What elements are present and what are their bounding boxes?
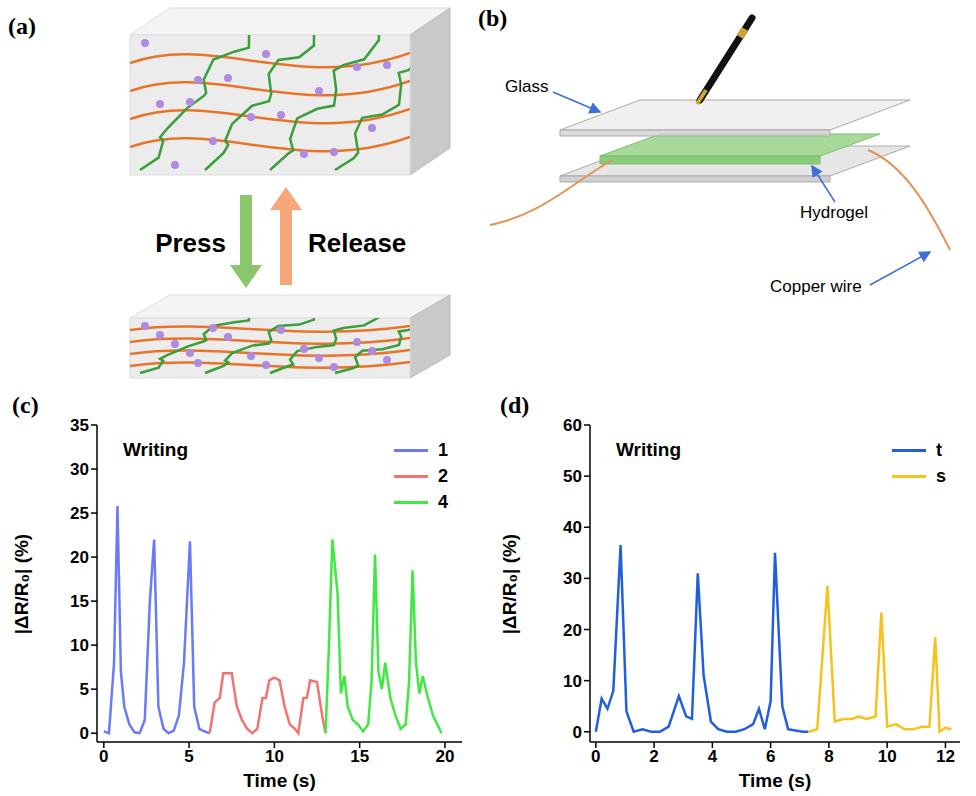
svg-text:0: 0 <box>80 724 89 743</box>
html-text:1: 1 <box>438 439 448 460</box>
html-text:|ΔR/R₀| (%): |ΔR/R₀| (%) <box>11 533 32 634</box>
svg-text:5: 5 <box>184 747 193 766</box>
svg-text:20: 20 <box>563 621 582 640</box>
svg-text:0: 0 <box>573 723 582 742</box>
svg-text:Glass: Glass <box>505 77 548 96</box>
svg-text:(b): (b) <box>478 5 507 31</box>
svg-text:10: 10 <box>563 672 582 691</box>
html-text:Time (s): Time (s) <box>738 770 812 791</box>
svg-text:0: 0 <box>99 747 108 766</box>
html-text:Writing: Writing <box>123 439 189 460</box>
svg-text:4: 4 <box>708 747 718 766</box>
svg-text:50: 50 <box>563 467 582 486</box>
svg-text:(a): (a) <box>8 13 36 39</box>
svg-text:12: 12 <box>936 747 955 766</box>
svg-text:10: 10 <box>70 636 89 655</box>
svg-text:Release: Release <box>308 228 406 258</box>
html-text:s: s <box>936 465 946 486</box>
svg-text:5: 5 <box>80 680 89 699</box>
svg-text:6: 6 <box>766 747 775 766</box>
svg-text:30: 30 <box>70 460 89 479</box>
svg-text:40: 40 <box>563 518 582 537</box>
svg-text:60: 60 <box>563 416 582 435</box>
svg-text:20: 20 <box>70 548 89 567</box>
svg-text:20: 20 <box>435 747 454 766</box>
html-text:(d): (d) <box>500 392 530 418</box>
svg-text:15: 15 <box>350 747 369 766</box>
html-text:|ΔR/R₀| (%): |ΔR/R₀| (%) <box>499 533 520 634</box>
svg-text:10: 10 <box>265 747 284 766</box>
html-text:Time (s): Time (s) <box>243 770 316 791</box>
html-text:(c): (c) <box>12 392 39 418</box>
svg-text:15: 15 <box>70 592 89 611</box>
svg-text:25: 25 <box>70 504 89 523</box>
svg-text:35: 35 <box>70 416 89 435</box>
svg-text:Press: Press <box>155 228 226 258</box>
svg-text:Copper wire: Copper wire <box>770 277 862 296</box>
html-text:2: 2 <box>438 465 448 486</box>
svg-text:8: 8 <box>824 747 833 766</box>
html-text:4: 4 <box>438 491 448 512</box>
html-text:t: t <box>936 439 942 460</box>
svg-text:2: 2 <box>649 747 658 766</box>
svg-text:0: 0 <box>591 747 600 766</box>
html-text:Writing: Writing <box>616 439 682 460</box>
svg-text:30: 30 <box>563 569 582 588</box>
svg-text:10: 10 <box>878 747 897 766</box>
svg-text:Hydrogel: Hydrogel <box>800 203 868 222</box>
